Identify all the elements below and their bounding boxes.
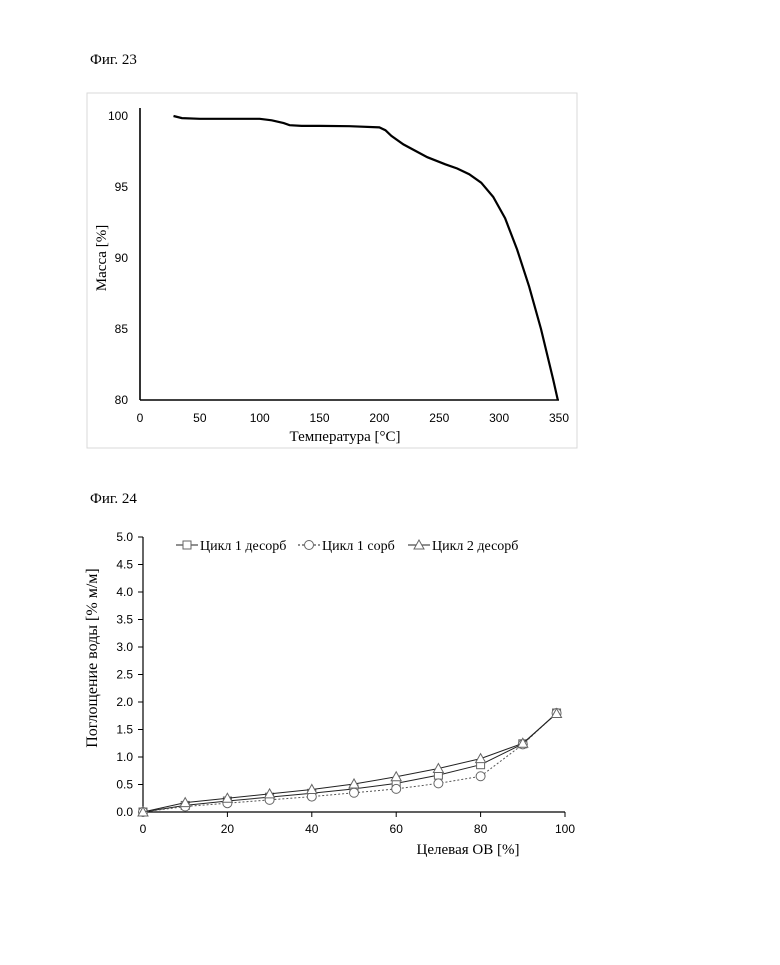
x-tick-label: 0 — [140, 822, 147, 836]
data-point — [476, 772, 485, 781]
y-tick-label: 5.0 — [116, 530, 133, 544]
series-triangle — [138, 709, 562, 816]
series-line — [143, 713, 557, 812]
y-tick-label: 3.0 — [116, 640, 133, 654]
x-tick-label: 40 — [305, 822, 319, 836]
legend: Цикл 1 десорб Цикл 1 сорб Цикл 2 десорб — [176, 539, 518, 554]
data-point — [350, 788, 359, 797]
x-axis-label: Целевая ОВ [%] — [417, 842, 520, 858]
y-tick-label: 1.5 — [116, 723, 133, 737]
legend-marker — [183, 541, 191, 549]
data-point — [434, 779, 443, 788]
y-tick-label: 3.5 — [116, 613, 133, 627]
x-tick-label: 60 — [390, 822, 404, 836]
y-tick-label: 1.0 — [116, 750, 133, 764]
legend-label: Цикл 1 десорб — [200, 539, 286, 554]
legend-label: Цикл 2 десорб — [432, 539, 518, 554]
data-point — [476, 754, 486, 763]
y-tick-label: 4.5 — [116, 558, 133, 572]
y-tick-label: 0.5 — [116, 778, 133, 792]
y-axis-label: Поглощение воды [% м/м] — [84, 568, 101, 748]
legend-label: Цикл 1 сорб — [322, 539, 395, 554]
y-tick-label: 4.0 — [116, 585, 133, 599]
y-tick-label: 0.0 — [116, 805, 133, 819]
data-point — [392, 784, 401, 793]
series-line — [143, 713, 557, 812]
legend-marker — [305, 541, 314, 550]
y-tick-label: 2.0 — [116, 695, 133, 709]
x-tick-label: 80 — [474, 822, 488, 836]
series-square — [139, 709, 561, 816]
x-tick-label: 100 — [555, 822, 575, 836]
y-tick-label: 2.5 — [116, 668, 133, 682]
series-circle — [139, 709, 562, 817]
x-tick-label: 20 — [221, 822, 235, 836]
series-line — [143, 714, 557, 813]
